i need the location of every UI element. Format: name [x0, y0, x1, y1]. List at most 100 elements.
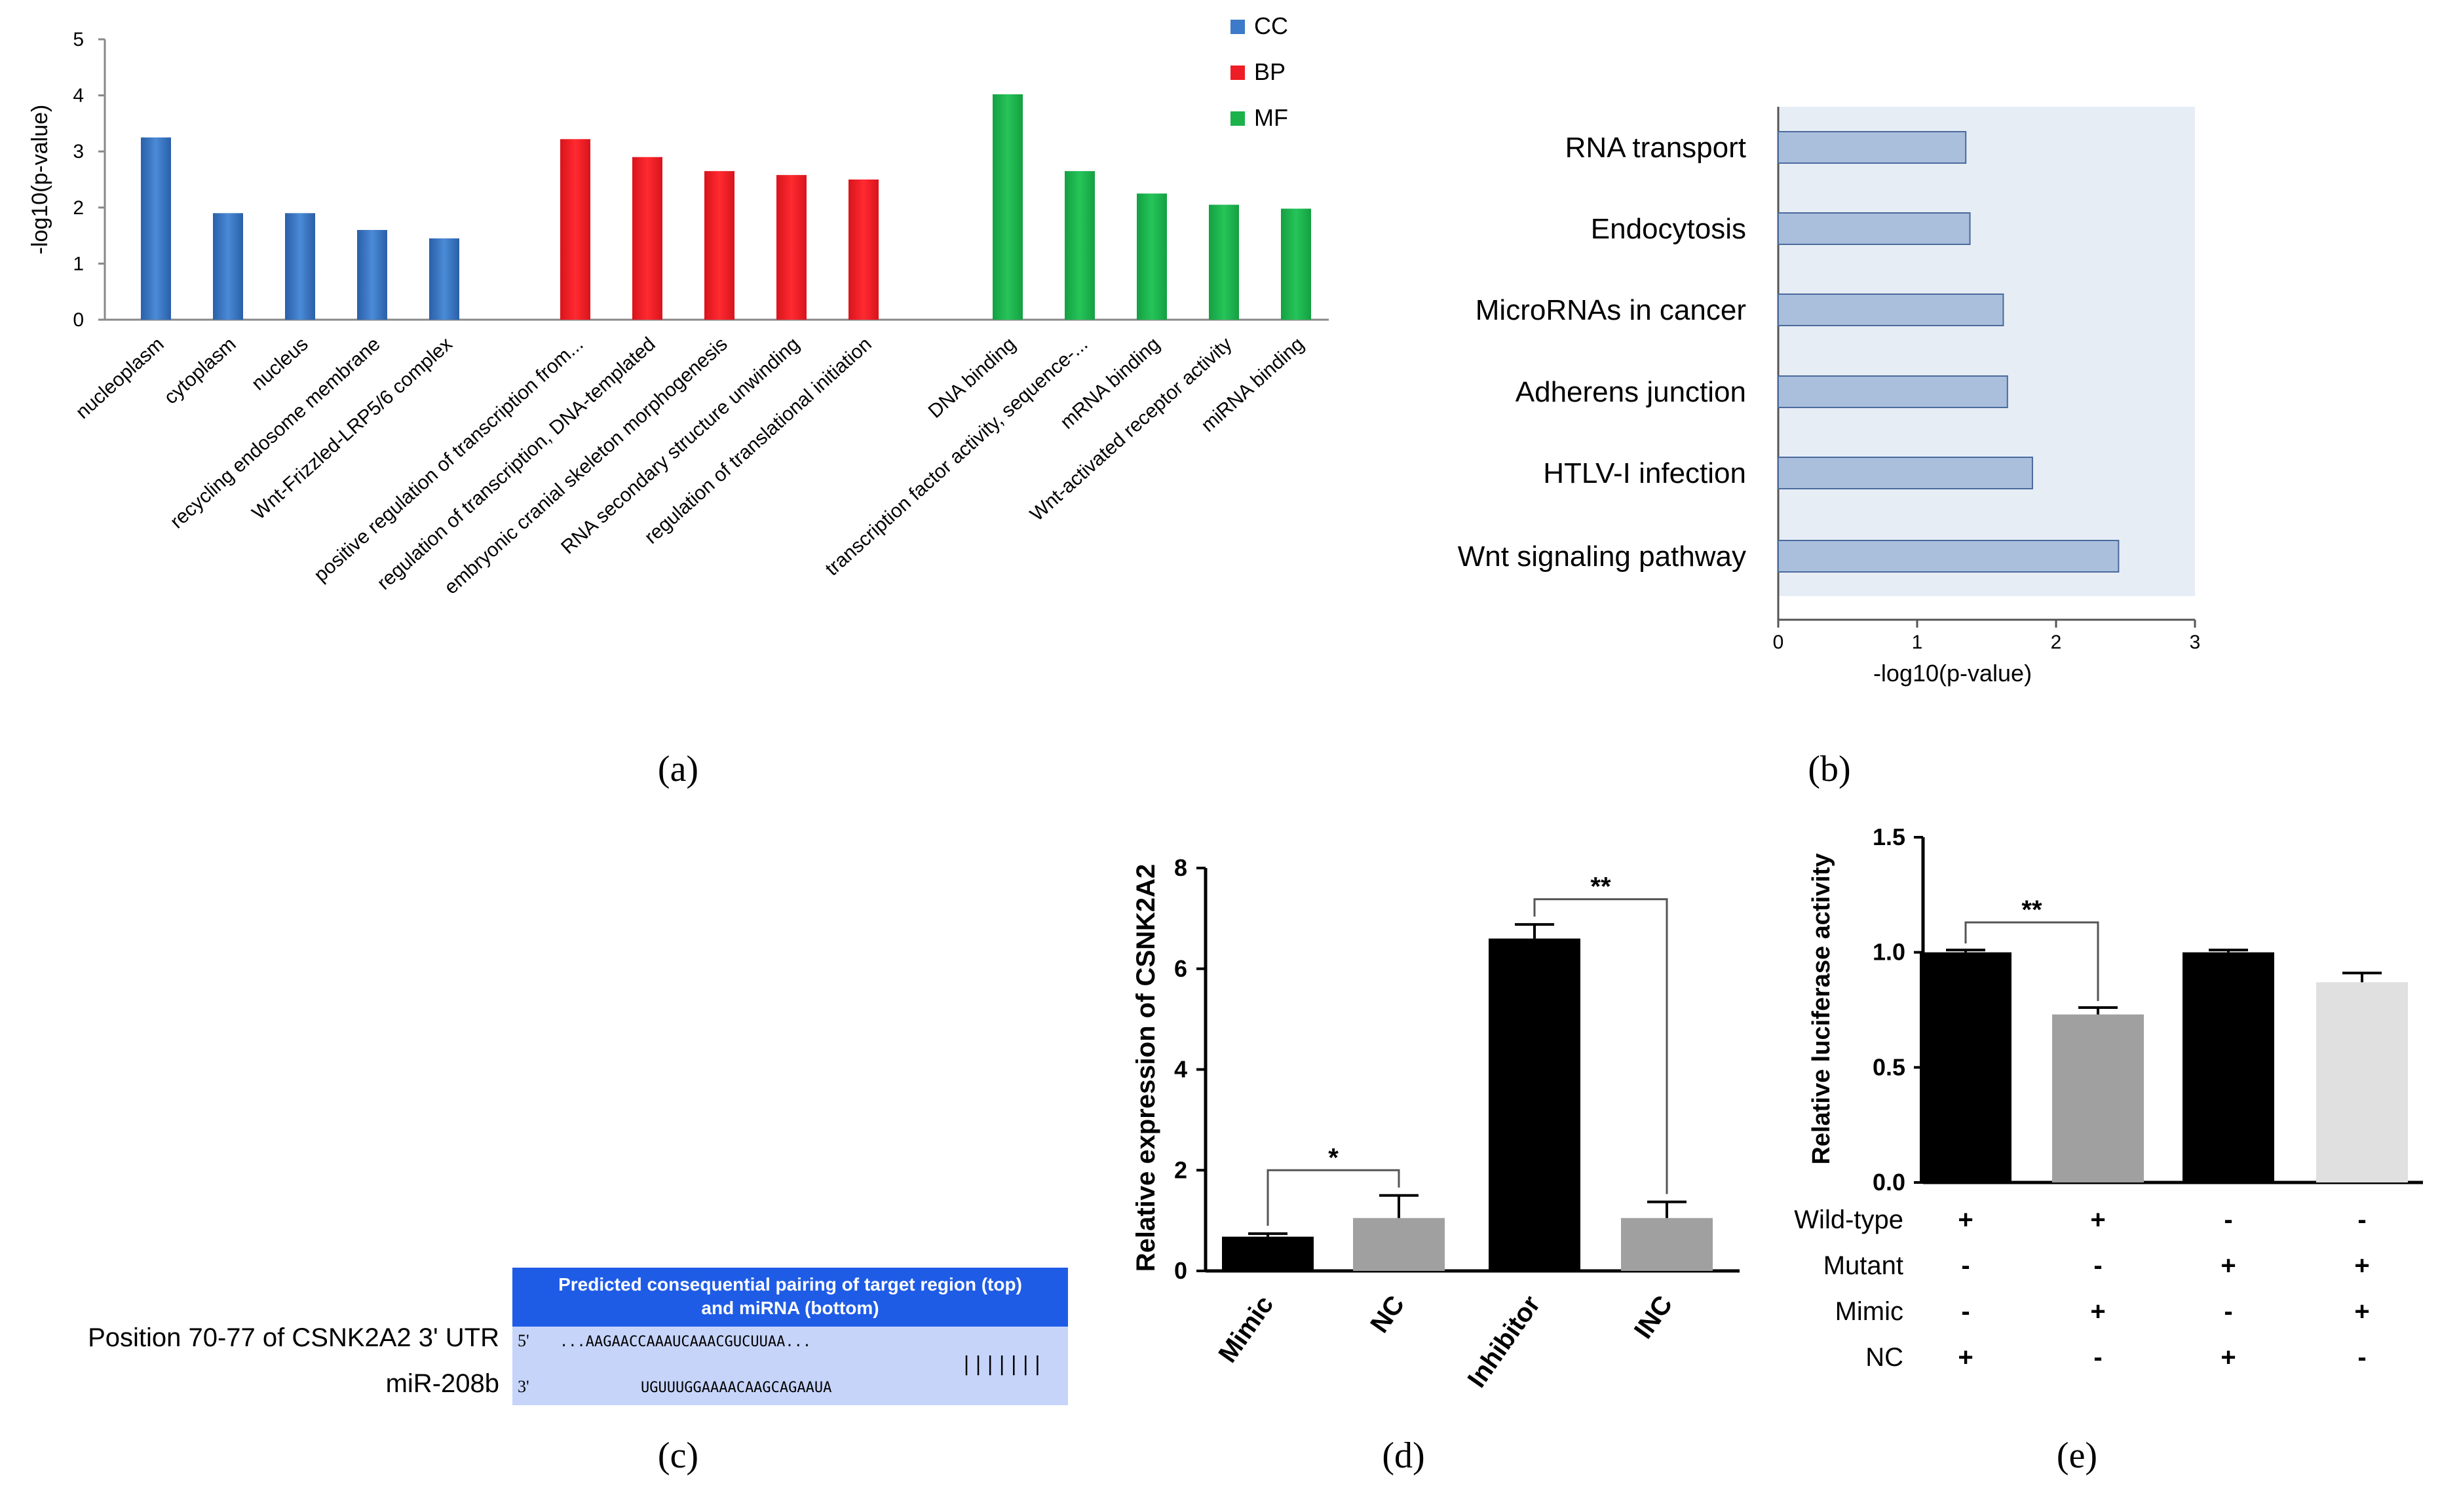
- panel-b-bar: [1778, 457, 2033, 489]
- panel-b-category-label: Endocytosis: [1591, 213, 1746, 245]
- panel-b-x-ticks: 0 1 2 3: [1773, 620, 2201, 653]
- panel-d-bars: [1222, 923, 1713, 1271]
- panel-e-significance-bracket: [1964, 921, 2099, 1001]
- panel-a-bar-bp: [560, 139, 590, 320]
- panel-e-condition-mark: +: [2221, 1251, 2236, 1280]
- panel-b-category-label: HTLV-I infection: [1543, 457, 1746, 489]
- panel-a-y-tick-label: 5: [73, 29, 84, 50]
- panel-e-significance-label: **: [2021, 896, 2042, 924]
- panel-e-condition-mark: -: [2357, 1343, 2366, 1372]
- panel-d-bar: [1621, 1218, 1713, 1271]
- panel-a-y-tick-label: 3: [73, 141, 84, 162]
- panel-a-legend-label: CC: [1254, 12, 1288, 39]
- panel-b-category-label: MicroRNAs in cancer: [1476, 294, 1746, 326]
- panel-e-condition-label: Wild-type: [1794, 1205, 1903, 1234]
- panel-a-legend: CC BP MF: [1230, 12, 1288, 131]
- panel-a-legend-label: BP: [1254, 58, 1286, 85]
- panel-a-y-label: -log10(p-value): [28, 105, 52, 255]
- panel-a-bar-bp: [776, 175, 807, 320]
- panel-e-condition-label: Mutant: [1823, 1251, 1903, 1280]
- panel-c-sequence-box: [512, 1327, 1068, 1405]
- panel-b-category-labels: RNA transport Endocytosis MicroRNAs in can…: [1458, 132, 1746, 573]
- panel-c-header-box: [512, 1268, 1068, 1327]
- panel-a-y-tick-label: 2: [73, 197, 84, 219]
- panel-b-category-label: Adherens junction: [1515, 376, 1746, 408]
- panel-a-x-tick-label: embryonic cranial skeleton morphogenesis: [440, 333, 732, 599]
- panel-e-y-tick-label: 1.5: [1873, 823, 1905, 850]
- panel-d-x-tick-label: NC: [1365, 1291, 1410, 1338]
- panel-a-bar-bp: [704, 171, 734, 320]
- panel-e-bar: [2052, 1014, 2144, 1182]
- panel-e-condition-mark: +: [2090, 1205, 2105, 1234]
- panel-e-condition-mark: +: [1958, 1343, 1973, 1372]
- panel-b-x-tick-label: 3: [2190, 632, 2201, 653]
- panel-d-y-ticks: 0 2 4 6 8: [1174, 854, 1206, 1284]
- panel-c-target-pairing: Predicted consequential pairing of targe…: [88, 1268, 1068, 1405]
- panel-e-condition-mark: -: [2224, 1205, 2232, 1234]
- panel-b-bar: [1778, 540, 2120, 573]
- panel-a-bar-mf: [993, 94, 1023, 320]
- panel-e-condition-mark: -: [1961, 1297, 1970, 1326]
- panel-d-y-tick-label: 0: [1174, 1257, 1187, 1284]
- panel-d-y-tick-label: 6: [1174, 955, 1187, 982]
- panel-d-significance-label: **: [1590, 873, 1611, 901]
- panel-e-condition-table: Wild-type + + - - Mutant - - + + Mimic - + - + NC + - + -: [1794, 1205, 2369, 1372]
- panel-d-y-label: Relative expression of CSNK2A2: [1132, 864, 1160, 1272]
- panel-b-bars: [1778, 131, 2120, 573]
- panel-e-condition-mark: +: [1958, 1205, 1973, 1234]
- panel-e-condition-mark: +: [2354, 1297, 2369, 1326]
- panel-d-bar: [1353, 1218, 1445, 1271]
- panel-d-y-tick-label: 8: [1174, 854, 1187, 881]
- panel-e-bar: [2316, 982, 2408, 1182]
- panel-c-target-sequence: ...AAGAACCAAAUCAAACGUCUUAA...: [560, 1334, 811, 1350]
- caption-d: (d): [1382, 1435, 1424, 1476]
- panel-a-y-tick-label: 0: [73, 309, 84, 331]
- panel-e-bars: [1920, 949, 2408, 1182]
- panel-d-significance-bracket: [1267, 1169, 1400, 1226]
- panel-e-condition-mark: -: [2093, 1251, 2102, 1280]
- panel-d-bar: [1222, 1236, 1314, 1271]
- panel-e-bar: [1920, 952, 2011, 1182]
- panel-a-y-tick-label: 4: [73, 85, 84, 107]
- panel-e-bar: [2183, 952, 2274, 1182]
- panel-e-condition-mark: +: [2354, 1251, 2369, 1280]
- panel-a-y-tick-label: 1: [73, 253, 84, 274]
- panel-c-row2-prefix: 3': [518, 1377, 529, 1396]
- panel-e-condition-mark: -: [2093, 1343, 2102, 1372]
- panel-b-bar: [1778, 375, 2008, 408]
- panel-a-x-tick-label: nucleoplasm: [71, 333, 168, 423]
- panel-a-legend-swatch: [1230, 66, 1245, 80]
- panel-a-bar-mf: [1281, 208, 1311, 320]
- panel-b-category-label: RNA transport: [1565, 132, 1746, 164]
- panel-b-bar: [1778, 212, 1971, 245]
- panel-a-bar-cc: [213, 213, 243, 320]
- panel-b-x-tick-label: 2: [2051, 632, 2062, 653]
- panel-b-kegg-pathways: RNA transport Endocytosis MicroRNAs in can…: [1458, 107, 2201, 687]
- panel-e-y-label: Relative luciferase activity: [1808, 853, 1835, 1164]
- panel-a-bar-cc: [429, 238, 459, 320]
- panel-a-bar-bp: [632, 157, 662, 320]
- panel-a-legend-swatch: [1230, 111, 1245, 126]
- panel-e-condition-mark: -: [2224, 1297, 2232, 1326]
- panel-b-x-label: -log10(p-value): [1873, 660, 2032, 687]
- panel-a-x-tick-label: nucleus: [248, 333, 313, 395]
- panel-b-plot-background: [1778, 107, 2195, 596]
- panel-c-header-line2: and miRNA (bottom): [701, 1298, 879, 1318]
- panel-e-y-tick-label: 0.5: [1873, 1053, 1905, 1080]
- panel-e-condition-mark: +: [2090, 1297, 2105, 1326]
- panel-a-bars: [141, 94, 1311, 320]
- panel-c-pairing-lines: |||||||: [961, 1353, 1043, 1376]
- panel-a-x-tick-label: transcription factor activity, sequence-…: [821, 333, 1092, 580]
- panel-e-condition-mark: -: [1961, 1251, 1970, 1280]
- panel-b-x-tick-label: 0: [1773, 632, 1784, 653]
- panel-a-bar-mf: [1065, 171, 1095, 320]
- panel-d-x-tick-label: INC: [1629, 1291, 1679, 1344]
- caption-e: (e): [2057, 1435, 2097, 1476]
- panel-c-mirna-sequence: UGUUUGGAAAACAAGCAGAAUA: [641, 1380, 831, 1396]
- panel-e-condition-mark: +: [2221, 1343, 2236, 1372]
- panel-e-y-ticks: 0.0 0.5 1.0 1.5: [1873, 823, 1923, 1196]
- panel-b-x-tick-label: 1: [1912, 632, 1923, 653]
